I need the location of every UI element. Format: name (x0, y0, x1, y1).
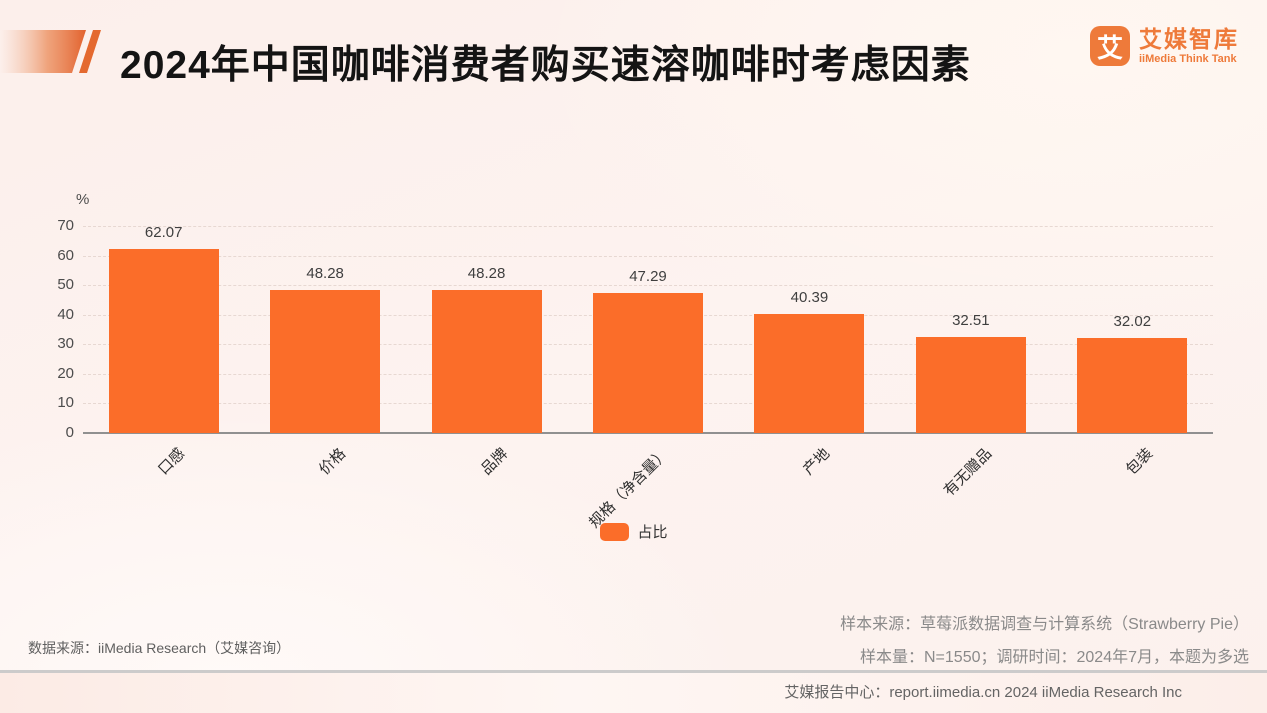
x-axis-category-label: 产地 (800, 445, 834, 479)
x-axis-category-label: 品牌 (477, 445, 511, 479)
data-source-note: 数据来源：iiMedia Research（艾媒咨询） (28, 640, 291, 656)
sample-source-note: 样本来源：草莓派数据调查与计算系统（Strawberry Pie） (840, 616, 1249, 633)
bar-value-label: 47.29 (629, 268, 667, 286)
x-axis-category-label: 规格（净含量） (585, 445, 673, 532)
x-axis-line (83, 432, 1213, 434)
x-axis-category-label: 包装 (1123, 445, 1157, 479)
gridline (83, 226, 1213, 227)
y-axis-tick-label: 40 (57, 305, 74, 323)
bar (431, 290, 542, 433)
bar-value-label: 48.28 (306, 265, 344, 283)
y-axis-unit-label: % (76, 191, 90, 208)
bar (270, 290, 381, 433)
y-axis-tick-label: 0 (65, 424, 74, 441)
logo-brand-en: iiMedia Think Tank (1139, 52, 1237, 65)
sample-notes: 样本来源：草莓派数据调查与计算系统（Strawberry Pie） 样本量：N=… (840, 608, 1249, 674)
bar-value-label: 32.02 (1113, 313, 1152, 331)
footer-bar: 艾媒报告中心：report.iimedia.cn 2024 iiMedia Re… (0, 670, 1267, 713)
gridline (83, 255, 1213, 257)
legend-swatch (599, 522, 629, 541)
y-axis-tick-label: 20 (57, 364, 74, 382)
bar (593, 293, 703, 433)
logo-brand-cn: 艾媒智库 (1139, 25, 1239, 52)
bar-value-label: 32.51 (952, 311, 990, 329)
header-slash-decoration (0, 30, 101, 73)
bar (754, 313, 865, 433)
iimedia-logo: 艾 艾媒智库 iiMedia Think Tank (1090, 26, 1239, 66)
bar-value-label: 62.07 (144, 224, 183, 242)
bar (1077, 338, 1188, 433)
iimedia-logo-text: 艾媒智库 iiMedia Think Tank (1139, 27, 1239, 66)
y-axis-tick-label: 50 (57, 276, 74, 294)
bar-value-label: 48.28 (467, 265, 506, 283)
bar (915, 336, 1026, 433)
sample-info-note: 样本量：N=1550；调研时间：2024年7月，本题为多选 (860, 649, 1249, 666)
footer-text: 艾媒报告中心：report.iimedia.cn 2024 iiMedia Re… (784, 684, 1182, 701)
x-axis-category-label: 有无赠品 (940, 445, 996, 500)
y-axis-tick-label: 70 (57, 217, 74, 234)
chart-legend: 占比 (599, 521, 668, 542)
x-axis-category-label: 口感 (154, 445, 188, 479)
x-axis-category-label: 价格 (316, 445, 350, 479)
page-title: 2024年中国咖啡消费者购买速溶咖啡时考虑因素 (120, 44, 971, 87)
bar (108, 249, 219, 433)
legend-label: 占比 (637, 524, 668, 541)
y-axis-tick-label: 30 (57, 335, 74, 353)
iimedia-logo-icon: 艾 (1090, 26, 1130, 66)
y-axis-tick-label: 60 (57, 246, 74, 264)
bar-value-label: 40.39 (790, 288, 829, 306)
gridline (83, 285, 1213, 287)
y-axis-tick-label: 10 (57, 394, 74, 412)
